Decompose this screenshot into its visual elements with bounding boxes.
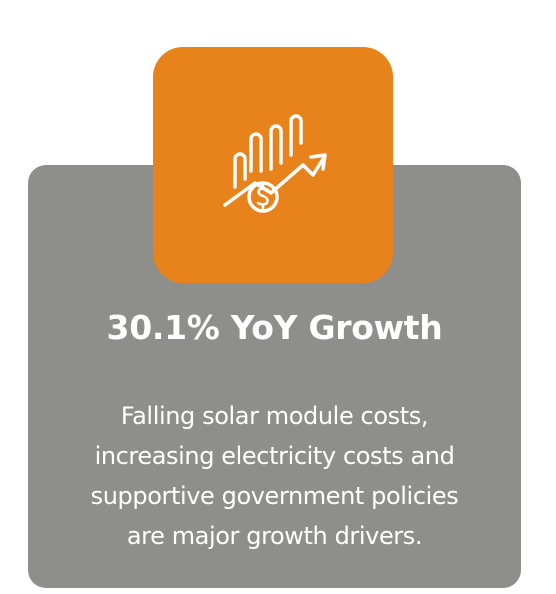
card-description: Falling solar module costs, increasing el… xyxy=(28,396,521,556)
description-line: Falling solar module costs, xyxy=(120,402,429,430)
description-line: are major growth drivers. xyxy=(126,522,423,550)
description-line: supportive government policies xyxy=(90,482,459,510)
growth-icon xyxy=(223,114,327,213)
icon-badge xyxy=(153,47,393,283)
card-title: 30.1% YoY Growth xyxy=(106,308,443,347)
description-line: increasing electricity costs and xyxy=(94,442,455,470)
